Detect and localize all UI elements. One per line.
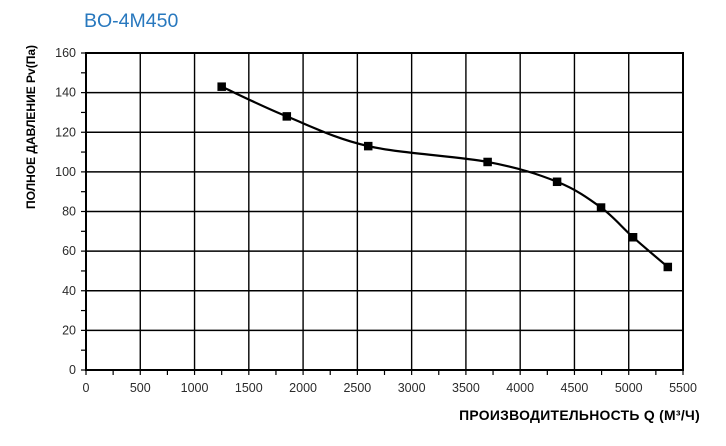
svg-text:1000: 1000 xyxy=(181,381,209,395)
svg-text:80: 80 xyxy=(62,205,76,219)
svg-text:2000: 2000 xyxy=(289,381,317,395)
svg-text:4000: 4000 xyxy=(506,381,534,395)
svg-text:160: 160 xyxy=(55,46,76,60)
svg-text:BO-4M450: BO-4M450 xyxy=(84,10,178,32)
svg-text:2500: 2500 xyxy=(343,381,371,395)
svg-text:0: 0 xyxy=(83,381,90,395)
svg-text:60: 60 xyxy=(62,244,76,258)
svg-text:ПРОИЗВОДИТЕЛЬНОСТЬ Q (М³/Ч): ПРОИЗВОДИТЕЛЬНОСТЬ Q (М³/Ч) xyxy=(459,407,700,423)
svg-text:5500: 5500 xyxy=(669,381,697,395)
svg-text:5000: 5000 xyxy=(615,381,643,395)
svg-text:20: 20 xyxy=(62,323,76,337)
svg-text:140: 140 xyxy=(55,86,76,100)
svg-text:120: 120 xyxy=(55,125,76,139)
svg-text:4500: 4500 xyxy=(561,381,589,395)
svg-text:0: 0 xyxy=(69,363,76,377)
svg-text:3000: 3000 xyxy=(398,381,426,395)
svg-text:1500: 1500 xyxy=(235,381,263,395)
svg-text:3500: 3500 xyxy=(452,381,480,395)
svg-text:40: 40 xyxy=(62,284,76,298)
svg-text:500: 500 xyxy=(130,381,151,395)
svg-text:ПОЛНОЕ ДАВЛЕНИЕ Pv(Па): ПОЛНОЕ ДАВЛЕНИЕ Pv(Па) xyxy=(24,45,38,209)
svg-text:100: 100 xyxy=(55,165,76,179)
